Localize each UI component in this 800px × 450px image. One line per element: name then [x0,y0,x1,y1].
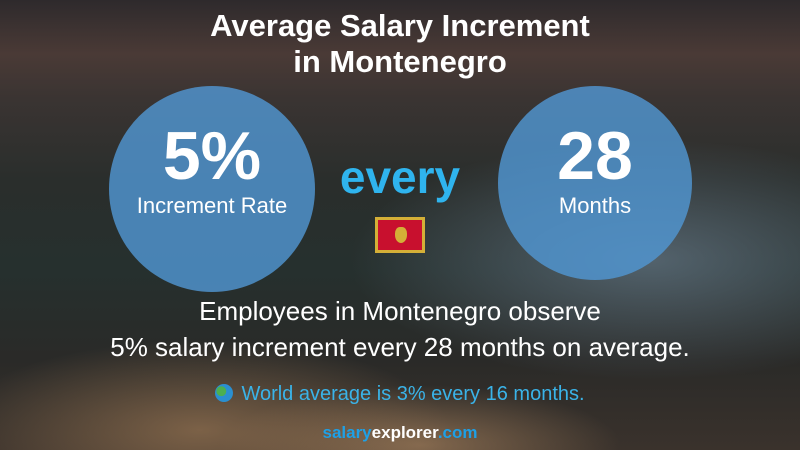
rate-value: 5% [162,118,262,194]
page-title: Average Salary Increment in Montenegro [0,8,800,80]
period-label: Months [558,193,632,218]
description-line-1: Employees in Montenegro observe [199,296,601,326]
montenegro-flag-icon [375,217,425,253]
brand-part-com: .com [437,423,478,442]
brand-part-explorer: explorer [371,423,438,442]
rate-label: Increment Rate [136,193,288,218]
world-average: World average is 3% every 16 months. [0,383,800,406]
title-line-1: Average Salary Increment [210,8,590,43]
world-average-text: World average is 3% every 16 months. [241,383,585,405]
period-value: 28 [557,118,633,194]
period-circle: 28 Months [498,86,692,280]
increment-rate-circle: 5% Increment Rate [109,86,315,292]
title-line-2: in Montenegro [293,44,507,79]
description: Employees in Montenegro observe 5% salar… [0,293,800,365]
connector-text: every [339,151,461,203]
brand-link[interactable]: salaryexplorer.com [0,423,800,443]
description-line-2: 5% salary increment every 28 months on a… [110,332,690,362]
brand-part-salary: salary [322,423,372,442]
globe-icon [215,384,234,402]
